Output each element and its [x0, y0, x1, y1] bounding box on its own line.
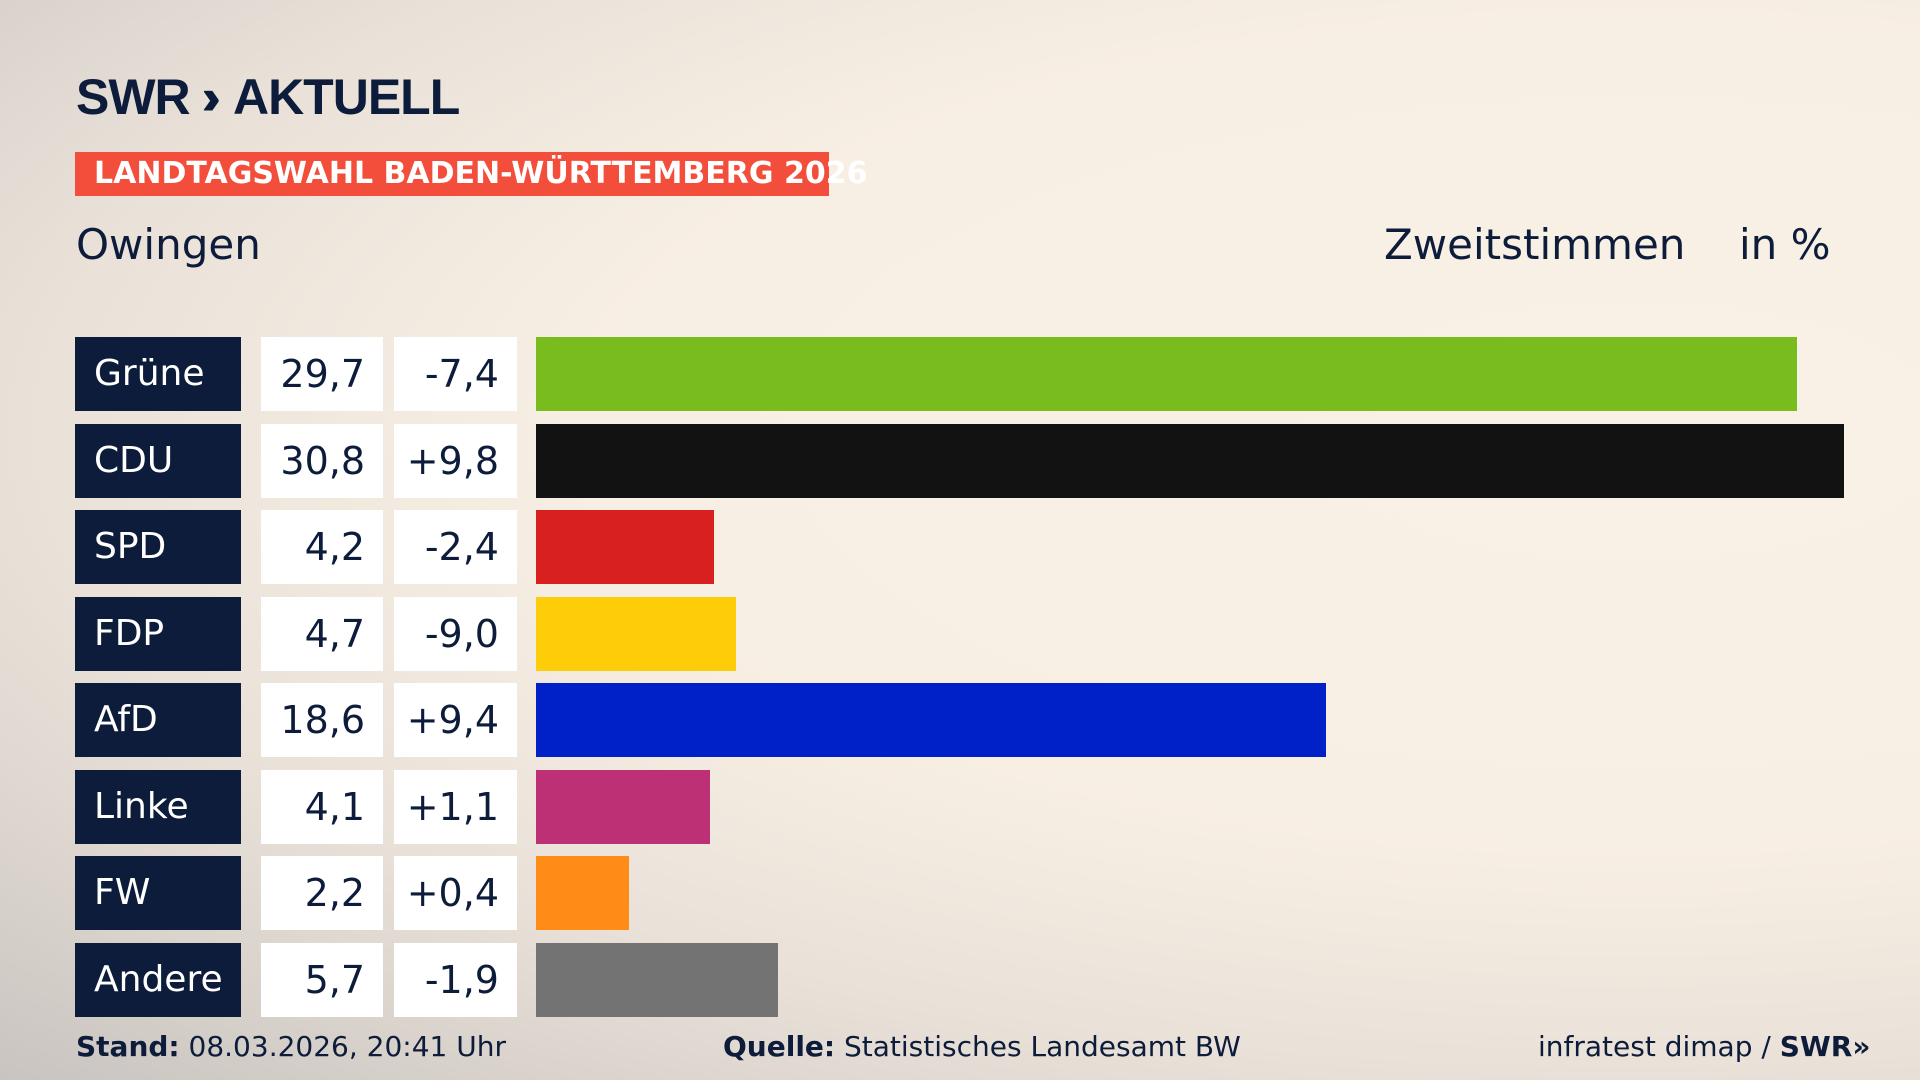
diff-label: -7,4	[394, 337, 517, 411]
timestamp: Stand: 08.03.2026, 20:41 Uhr	[76, 1030, 506, 1063]
stand-label: Stand:	[76, 1030, 180, 1063]
bar-row: SPD 4,2 -2,4	[0, 510, 1920, 584]
credit: infratest dimap / SWR»	[1538, 1030, 1870, 1063]
source-label: Quelle:	[723, 1030, 836, 1063]
value-label: 18,6	[261, 683, 383, 757]
party-label: SPD	[75, 510, 241, 584]
diff-label: +9,8	[394, 423, 517, 498]
chevrons-icon: ››	[201, 69, 222, 125]
bar	[536, 769, 711, 844]
bar-row: FDP 4,7 -9,0	[0, 596, 1920, 671]
credit-text: infratest dimap /	[1538, 1030, 1780, 1063]
logo-product: AKTUELL	[232, 69, 460, 125]
bar	[536, 337, 1798, 411]
value-label: 2,2	[261, 856, 383, 930]
bar	[536, 510, 715, 584]
bar-row: FW 2,2 +0,4	[0, 856, 1920, 930]
party-label: Andere	[75, 942, 241, 1017]
metric-label: Zweitstimmen	[1384, 220, 1686, 269]
party-label: FW	[75, 856, 241, 930]
diff-label: -1,9	[394, 942, 517, 1017]
logo-brand: SWR	[76, 69, 191, 125]
value-label: 29,7	[261, 337, 383, 411]
diff-label: +1,1	[394, 769, 517, 844]
stand-value: 08.03.2026, 20:41 Uhr	[188, 1030, 506, 1063]
party-label: CDU	[75, 423, 241, 498]
bar-row: Linke 4,1 +1,1	[0, 769, 1920, 844]
value-label: 4,1	[261, 769, 383, 844]
diff-label: +9,4	[394, 683, 517, 757]
party-label: Grüne	[75, 337, 241, 411]
election-banner: LANDTAGSWAHL BADEN-WÜRTTEMBERG 2026	[75, 152, 867, 196]
bar	[536, 423, 1844, 498]
bar-row: Grüne 29,7 -7,4	[0, 337, 1920, 411]
source: Quelle: Statistisches Landesamt BW	[723, 1030, 1241, 1063]
party-label: AfD	[75, 683, 241, 757]
value-label: 4,7	[261, 596, 383, 671]
diff-label: +0,4	[394, 856, 517, 930]
diff-label: -2,4	[394, 510, 517, 584]
bar-row: AfD 18,6 +9,4	[0, 683, 1920, 757]
bar-row: CDU 30,8 +9,8	[0, 423, 1920, 498]
swr-logo-small: SWR»	[1779, 1030, 1871, 1063]
value-label: 5,7	[261, 942, 383, 1017]
value-label: 30,8	[261, 423, 383, 498]
bar	[536, 683, 1326, 757]
source-value: Statistisches Landesamt BW	[844, 1030, 1241, 1063]
bar	[536, 856, 630, 930]
place-title: Owingen	[76, 220, 261, 269]
unit-label: in %	[1739, 220, 1831, 269]
value-label: 4,2	[261, 510, 383, 584]
bar-row: Andere 5,7 -1,9	[0, 942, 1920, 1017]
party-label: FDP	[75, 596, 241, 671]
bar	[536, 596, 736, 671]
swr-aktuell-logo: SWR ›› AKTUELL	[76, 68, 460, 126]
bar	[536, 942, 779, 1017]
diff-label: -9,0	[394, 596, 517, 671]
party-label: Linke	[75, 769, 241, 844]
